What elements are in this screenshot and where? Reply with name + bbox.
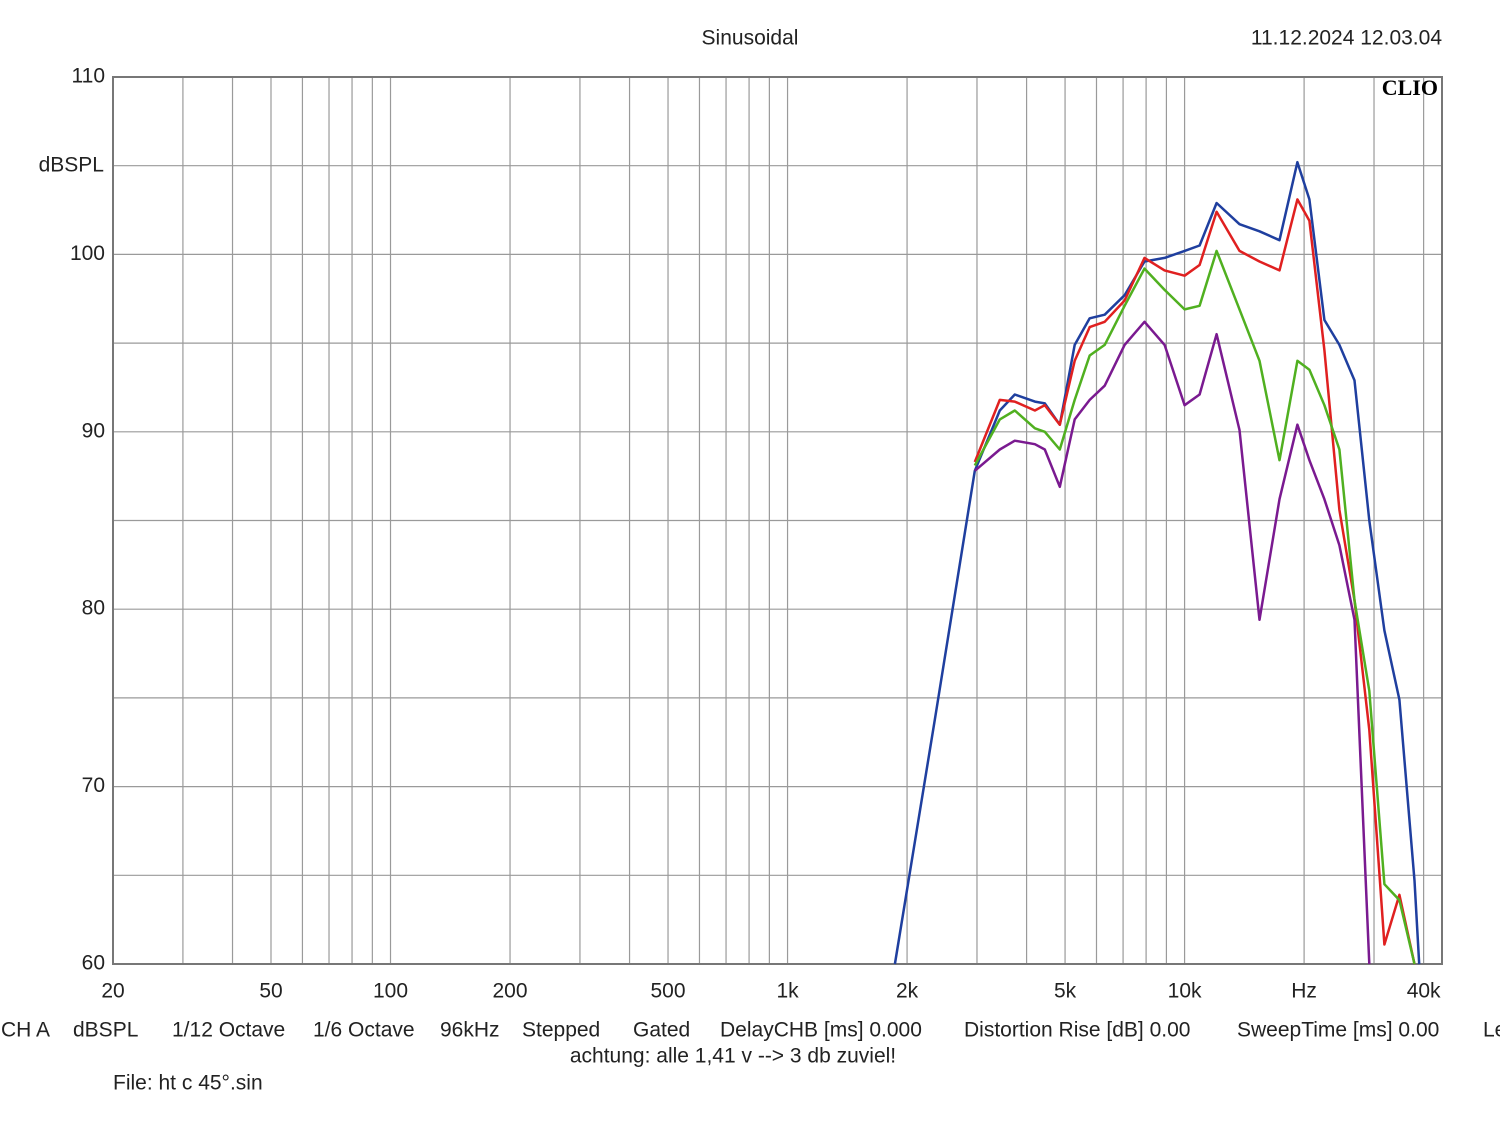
footer-item: 1/6 Octave bbox=[313, 1019, 415, 1042]
note: achtung: alle 1,41 v --> 3 db zuviel! bbox=[570, 1045, 896, 1068]
y-tick-label: 110 bbox=[72, 65, 105, 88]
y-tick-label: 60 bbox=[82, 952, 105, 975]
x-tick-label: 10k bbox=[1168, 980, 1202, 1003]
x-tick-label: 100 bbox=[373, 980, 408, 1003]
footer-item: DelayCHB [ms] 0.000 bbox=[720, 1019, 922, 1042]
x-tick-label: 5k bbox=[1054, 980, 1077, 1003]
footer-item: 1/12 Octave bbox=[172, 1019, 285, 1042]
footer-item: dBSPL bbox=[73, 1019, 138, 1042]
brand: CLIO bbox=[1382, 75, 1438, 100]
footer-item: CH A bbox=[1, 1019, 50, 1042]
date: 11.12.2024 12.03.04 bbox=[1251, 27, 1442, 50]
footer-item: Stepped bbox=[522, 1019, 600, 1042]
x-tick-label: 40k bbox=[1407, 980, 1441, 1003]
y-tick-label: 100 bbox=[70, 242, 105, 265]
plot-border bbox=[112, 76, 1443, 965]
x-tick-label: 20 bbox=[101, 980, 124, 1003]
footer-item: Distortion Rise [dB] 0.00 bbox=[964, 1019, 1190, 1042]
series-line bbox=[973, 249, 1416, 965]
footer-item: SweepTime [ms] 0.00 bbox=[1237, 1019, 1439, 1042]
x-tick-label: 2k bbox=[896, 980, 919, 1003]
footer-item: Le bbox=[1483, 1019, 1500, 1042]
x-tick-label: 200 bbox=[493, 980, 528, 1003]
y-tick-label: 80 bbox=[82, 597, 105, 620]
x-tick-label: 1k bbox=[776, 980, 799, 1003]
x-tick-label: 500 bbox=[651, 980, 686, 1003]
series-line bbox=[973, 198, 1416, 965]
x-tick-label: 50 bbox=[259, 980, 282, 1003]
y-axis-label: dBSPL bbox=[39, 154, 104, 177]
footer-item: Gated bbox=[633, 1019, 690, 1042]
file-name: File: ht c 45°.sin bbox=[113, 1072, 263, 1095]
series-line bbox=[973, 320, 1371, 965]
y-tick-label: 70 bbox=[82, 774, 105, 797]
x-tick-label: Hz bbox=[1291, 980, 1317, 1003]
series-line bbox=[893, 160, 1421, 965]
footer-item: 96kHz bbox=[440, 1019, 500, 1042]
chart-title: Sinusoidal bbox=[702, 27, 799, 50]
y-tick-label: 90 bbox=[82, 419, 105, 442]
